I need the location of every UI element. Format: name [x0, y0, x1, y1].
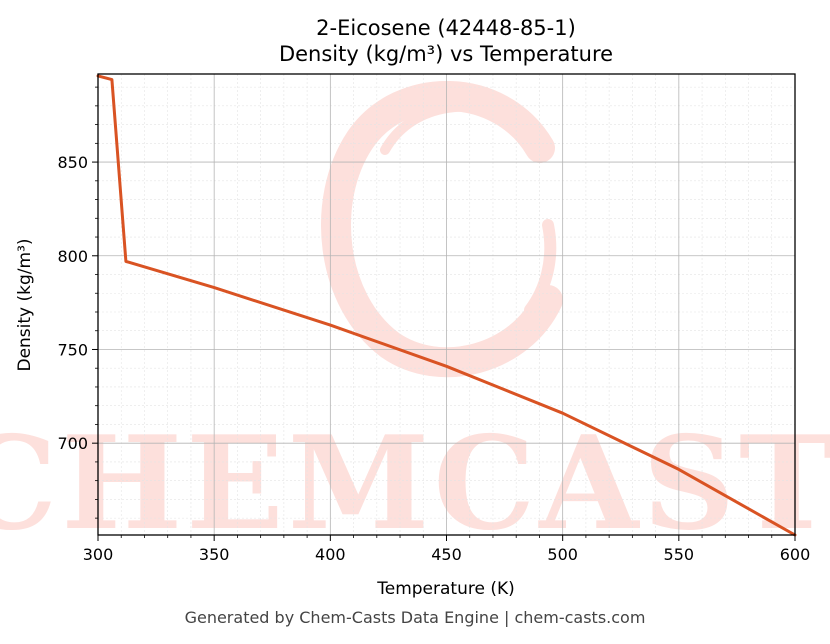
y-tick-label: 750 — [57, 340, 88, 359]
x-tick-label: 350 — [199, 545, 230, 564]
y-tick-label: 850 — [57, 153, 88, 172]
x-tick-label: 500 — [547, 545, 578, 564]
x-tick-label: 450 — [431, 545, 462, 564]
series-group — [96, 74, 797, 537]
axis-ticks: 300 350 400 450 500 550 600 700 750 800 850 — [57, 86, 811, 564]
y-tick-label: 800 — [57, 247, 88, 266]
y-axis-label: Density (kg/m³) — [15, 238, 35, 371]
x-axis-label: Temperature (K) — [376, 579, 515, 599]
footer-credit: Generated by Chem-Casts Data Engine | ch… — [184, 608, 646, 627]
y-tick-label: 700 — [57, 434, 88, 453]
series-line — [96, 74, 797, 537]
x-tick-label: 550 — [664, 545, 695, 564]
watermark-logo — [321, 81, 563, 378]
chart-subtitle: Density (kg/m³) vs Temperature — [279, 42, 613, 66]
watermark: CHEMCASTS — [0, 81, 830, 559]
x-tick-label: 400 — [315, 545, 346, 564]
chart-title: 2-Eicosene (42448-85-1) — [316, 16, 576, 40]
watermark-text: CHEMCASTS — [0, 409, 830, 559]
x-tick-label: 600 — [780, 545, 811, 564]
x-tick-label: 300 — [83, 545, 114, 564]
